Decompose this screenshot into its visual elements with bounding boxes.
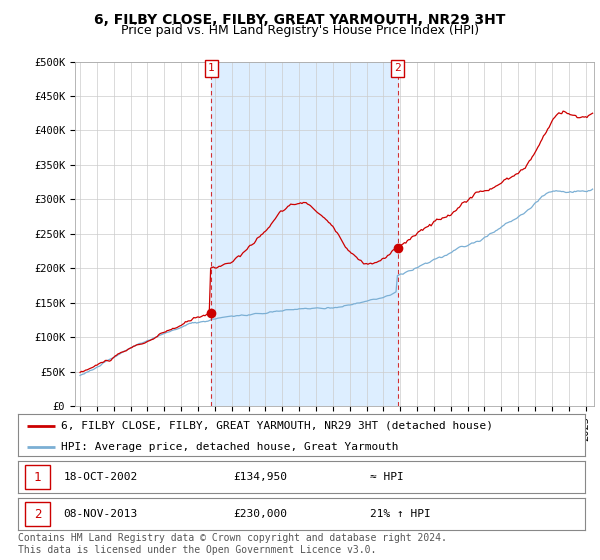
Text: 2: 2 [394, 63, 401, 73]
FancyBboxPatch shape [25, 465, 50, 489]
Text: 18-OCT-2002: 18-OCT-2002 [64, 472, 137, 482]
Bar [211, 62, 398, 406]
Text: 6, FILBY CLOSE, FILBY, GREAT YARMOUTH, NR29 3HT (detached house): 6, FILBY CLOSE, FILBY, GREAT YARMOUTH, N… [61, 421, 493, 431]
Text: Contains HM Land Registry data © Crown copyright and database right 2024.
This d: Contains HM Land Registry data © Crown c… [18, 533, 447, 555]
Text: 1: 1 [208, 63, 215, 73]
Text: HPI: Average price, detached house, Great Yarmouth: HPI: Average price, detached house, Grea… [61, 442, 398, 452]
FancyBboxPatch shape [25, 502, 50, 526]
Text: 08-NOV-2013: 08-NOV-2013 [64, 509, 137, 519]
Text: ≈ HPI: ≈ HPI [370, 472, 403, 482]
Text: 1: 1 [34, 470, 41, 484]
Text: £230,000: £230,000 [233, 509, 287, 519]
Text: Price paid vs. HM Land Registry's House Price Index (HPI): Price paid vs. HM Land Registry's House … [121, 24, 479, 37]
Text: 21% ↑ HPI: 21% ↑ HPI [370, 509, 430, 519]
Text: £134,950: £134,950 [233, 472, 287, 482]
Text: 2: 2 [34, 507, 41, 521]
Text: 6, FILBY CLOSE, FILBY, GREAT YARMOUTH, NR29 3HT: 6, FILBY CLOSE, FILBY, GREAT YARMOUTH, N… [94, 13, 506, 27]
